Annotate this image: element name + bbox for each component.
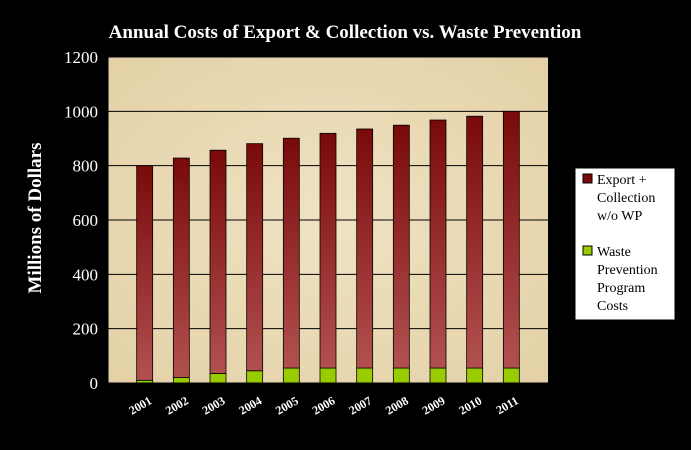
bar-export-collection (502, 110, 520, 369)
bar-export-collection (172, 157, 190, 378)
legend-label: Waste (597, 245, 631, 260)
bar-export-collection (209, 149, 227, 374)
bar-waste-prevention (209, 373, 227, 384)
bar-waste-prevention (356, 367, 374, 384)
legend-label: Prevention (597, 263, 658, 278)
x-tick-label: 2008 (383, 393, 411, 417)
y-tick-label: 1000 (64, 102, 98, 121)
bar-waste-prevention (429, 367, 447, 384)
x-tick-label: 2003 (200, 393, 228, 417)
y-tick-label: 600 (73, 211, 99, 230)
bar-waste-prevention (172, 377, 190, 384)
y-tick-label: 200 (73, 320, 99, 339)
x-tick-label: 2002 (163, 393, 191, 417)
bar-export-collection (282, 137, 300, 369)
y-axis-label: Millions of Dollars (25, 143, 46, 294)
bar-waste-prevention (282, 367, 300, 384)
bar-export-collection (136, 165, 154, 381)
y-tick-label: 800 (73, 157, 99, 176)
bars (136, 110, 520, 384)
bar-export-collection (246, 143, 264, 372)
bar-export-collection (392, 124, 410, 369)
legend: Export + Collection w/o WP Waste Prevention P… (574, 167, 676, 321)
x-tick-label: 2005 (273, 393, 301, 417)
bar-export-collection (429, 119, 447, 369)
y-tick-label: 400 (73, 265, 99, 284)
bar-waste-prevention (246, 370, 264, 384)
bar-waste-prevention (466, 367, 484, 384)
y-tick-label: 1200 (64, 48, 98, 67)
bar-waste-prevention (319, 367, 337, 384)
x-tick-label: 2010 (456, 393, 484, 417)
legend-label: Program (597, 281, 645, 296)
legend-label: w/o WP (597, 209, 642, 224)
bar-waste-prevention (502, 367, 520, 384)
bar-export-collection (356, 128, 374, 369)
legend-label: Costs (597, 299, 628, 314)
x-tick-label: 2004 (236, 393, 264, 417)
legend-swatch (582, 173, 593, 184)
bar-export-collection (319, 132, 337, 369)
x-tick-label: 2009 (420, 393, 448, 417)
x-tick-label: 2007 (346, 393, 374, 417)
chart-title: Annual Costs of Export & Collection vs. … (109, 22, 582, 43)
legend-label: Collection (597, 191, 655, 206)
y-tick-label: 0 (90, 374, 99, 393)
legend-swatch (582, 245, 593, 256)
x-tick-label: 2006 (310, 393, 338, 417)
bar-waste-prevention (392, 367, 410, 384)
legend-label: Export + (597, 173, 647, 188)
x-tick-label: 2011 (494, 393, 521, 417)
legend-box (574, 167, 676, 321)
bar-export-collection (466, 115, 484, 369)
x-tick-label: 2001 (126, 393, 154, 417)
